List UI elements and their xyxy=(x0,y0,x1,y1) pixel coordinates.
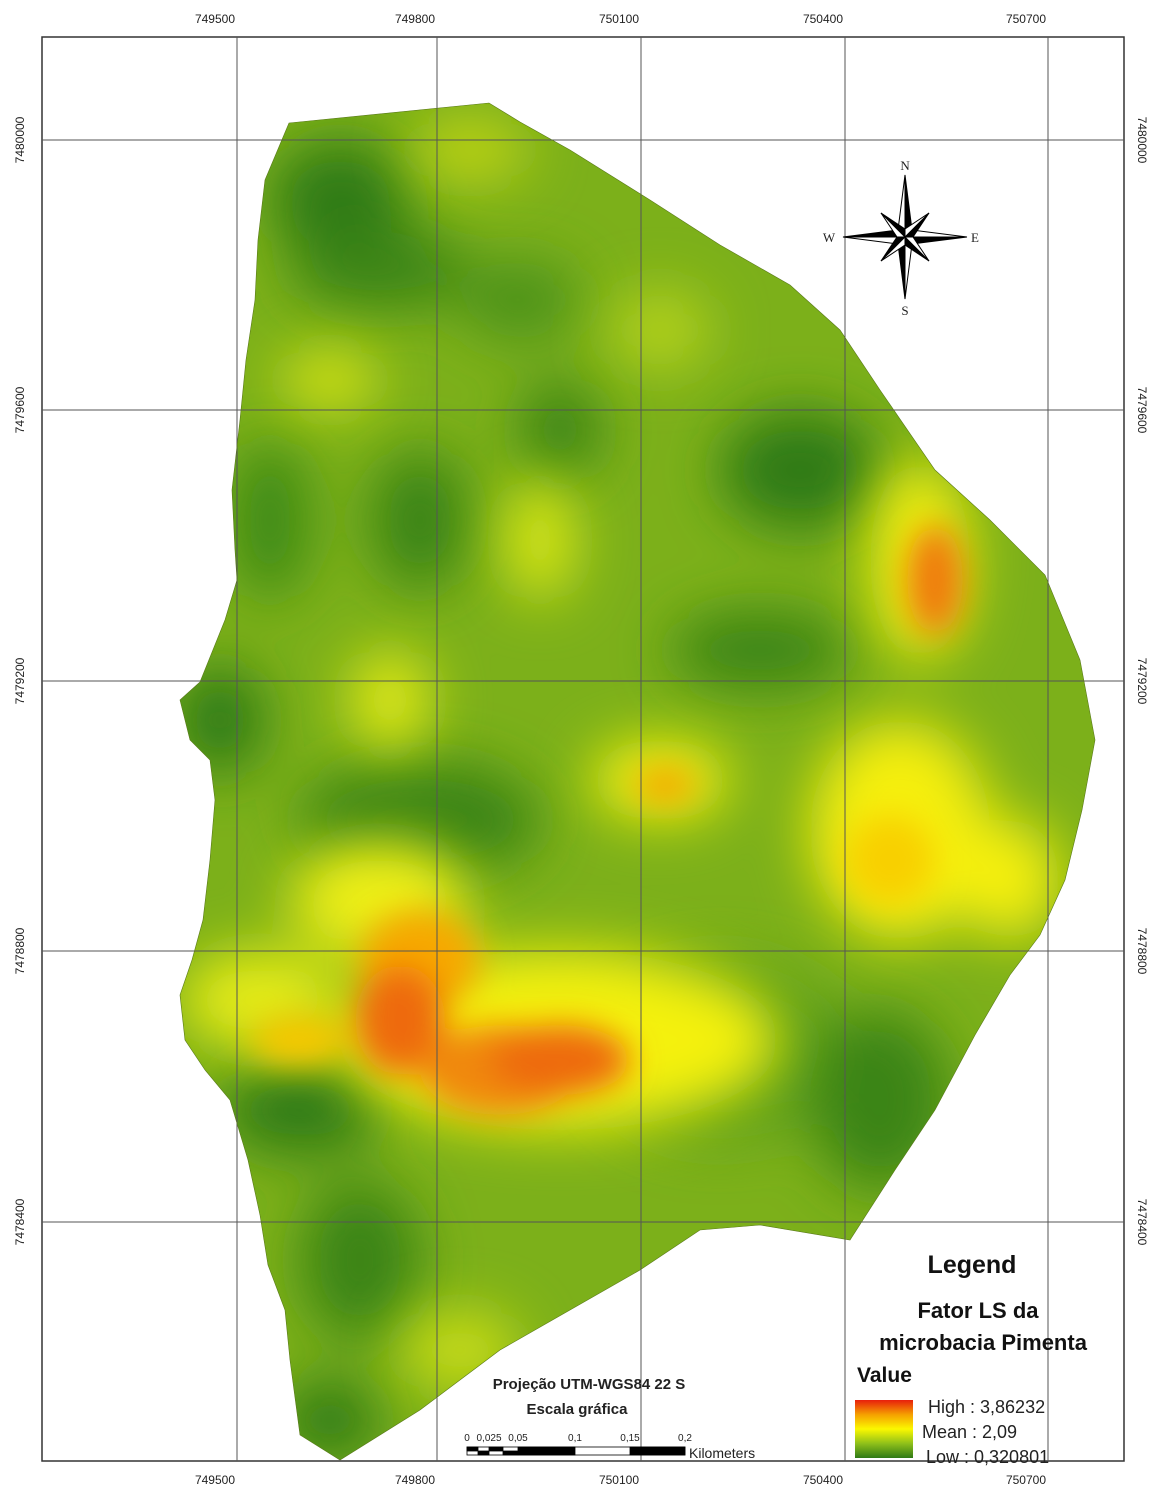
tick-bottom-749800: 749800 xyxy=(395,1473,435,1487)
legend-layer-name-line2: microbacia Pimenta xyxy=(879,1330,1088,1355)
compass-n-label: N xyxy=(900,158,910,173)
top-tick-labels: 749500 749800 750100 750400 750700 xyxy=(195,12,1046,26)
legend: Legend Fator LS da microbacia Pimenta Va… xyxy=(855,1251,1088,1467)
scale-block: Projeção UTM-WGS84 22 S Escala gráfica 0… xyxy=(464,1376,755,1461)
tick-right-7479600: 7479600 xyxy=(1135,387,1149,434)
bottom-tick-labels: 749500 749800 750100 750400 750700 xyxy=(195,1473,1046,1487)
grid-lines xyxy=(42,37,1124,1461)
legend-low-label: Low : 0,320801 xyxy=(926,1447,1049,1467)
scale-tick-015: 0,15 xyxy=(620,1433,640,1444)
tick-right-7478400: 7478400 xyxy=(1135,1199,1149,1246)
left-tick-labels: 7480000 7479600 7479200 7478800 7478400 xyxy=(13,116,27,1245)
tick-bottom-750400: 750400 xyxy=(803,1473,843,1487)
compass-w-label: W xyxy=(823,230,836,245)
tick-left-7478400: 7478400 xyxy=(13,1198,27,1245)
tick-right-7478800: 7478800 xyxy=(1135,928,1149,975)
tick-right-7480000: 7480000 xyxy=(1135,117,1149,164)
scale-tick-0025: 0,025 xyxy=(476,1433,501,1444)
tick-bottom-749500: 749500 xyxy=(195,1473,235,1487)
compass-s-label: S xyxy=(901,303,908,318)
tick-left-7479200: 7479200 xyxy=(13,657,27,704)
scale-unit-label: Kilometers xyxy=(689,1445,755,1461)
legend-layer-name-line1: Fator LS da xyxy=(917,1298,1039,1323)
tick-bottom-750100: 750100 xyxy=(599,1473,639,1487)
tick-top-750400: 750400 xyxy=(803,12,843,26)
tick-top-750100: 750100 xyxy=(599,12,639,26)
scale-tick-0: 0 xyxy=(464,1433,470,1444)
legend-high-label: High : 3,86232 xyxy=(928,1397,1045,1417)
tick-top-749800: 749800 xyxy=(395,12,435,26)
legend-value-heading: Value xyxy=(857,1364,912,1387)
scale-bar xyxy=(466,1446,686,1456)
projection-label: Projeção UTM-WGS84 22 S xyxy=(493,1376,686,1393)
right-tick-labels: 7480000 7479600 7479200 7478800 7478400 xyxy=(1135,117,1149,1246)
legend-color-ramp xyxy=(855,1400,913,1458)
legend-title: Legend xyxy=(928,1251,1017,1279)
tick-left-7480000: 7480000 xyxy=(13,116,27,163)
scale-title: Escala gráfica xyxy=(527,1401,629,1418)
tick-top-749500: 749500 xyxy=(195,12,235,26)
scale-tick-005: 0,05 xyxy=(508,1433,528,1444)
tick-bottom-750700: 750700 xyxy=(1006,1473,1046,1487)
tick-left-7479600: 7479600 xyxy=(13,386,27,433)
legend-mean-label: Mean : 2,09 xyxy=(922,1422,1017,1442)
raster-high-areas xyxy=(250,525,963,1115)
tick-left-7478800: 7478800 xyxy=(13,927,27,974)
compass-e-label: E xyxy=(971,230,979,245)
scale-tick-02: 0,2 xyxy=(678,1433,692,1444)
tick-top-750700: 750700 xyxy=(1006,12,1046,26)
scale-tick-01: 0,1 xyxy=(568,1433,582,1444)
compass-rose-icon: N S E W xyxy=(823,158,979,318)
tick-right-7479200: 7479200 xyxy=(1135,658,1149,705)
